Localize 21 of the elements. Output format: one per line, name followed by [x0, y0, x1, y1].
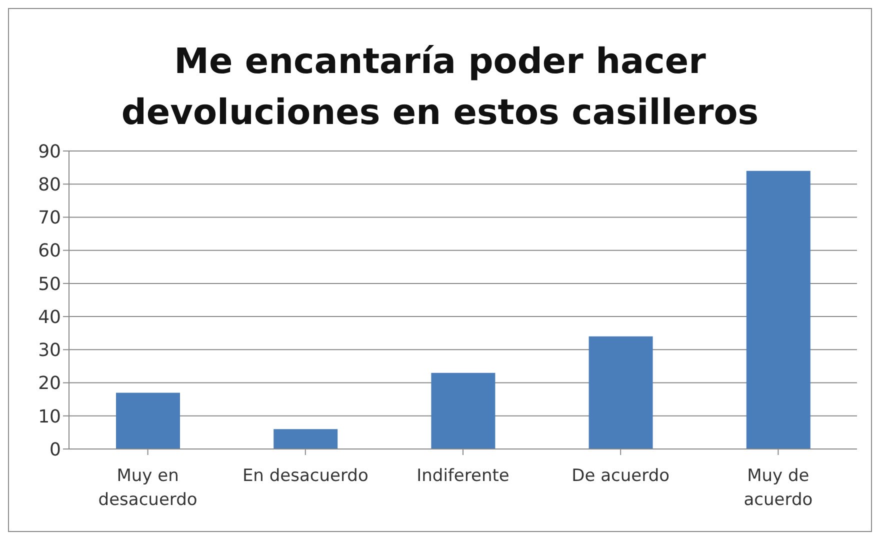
y-tick-label: 0	[50, 439, 61, 460]
x-tick-label: Muy de acuerdo	[744, 466, 813, 510]
x-tick-label: En desacuerdo	[242, 466, 368, 486]
y-tick-label: 60	[38, 240, 61, 262]
x-tick-label: De acuerdo	[572, 466, 670, 486]
x-tick-label: Muy en desacuerdo	[98, 466, 198, 510]
chart-title: Me encantaría poder hacer devoluciones en estos casilleros	[120, 41, 760, 135]
x-tick-label: Indiferente	[416, 466, 510, 486]
bar	[116, 392, 180, 449]
y-tick-label: 70	[38, 208, 61, 229]
bar	[431, 372, 496, 449]
y-tick-label: 10	[38, 406, 61, 428]
bar	[588, 336, 653, 449]
bar	[746, 170, 810, 449]
y-tick-label: 30	[38, 340, 61, 362]
y-tick-label: 50	[38, 274, 61, 295]
y-tick-label: 90	[38, 141, 61, 162]
y-tick-label: 40	[38, 306, 61, 328]
y-tick-label: 20	[38, 373, 61, 394]
y-tick-label: 80	[38, 174, 61, 196]
bar	[274, 429, 338, 449]
